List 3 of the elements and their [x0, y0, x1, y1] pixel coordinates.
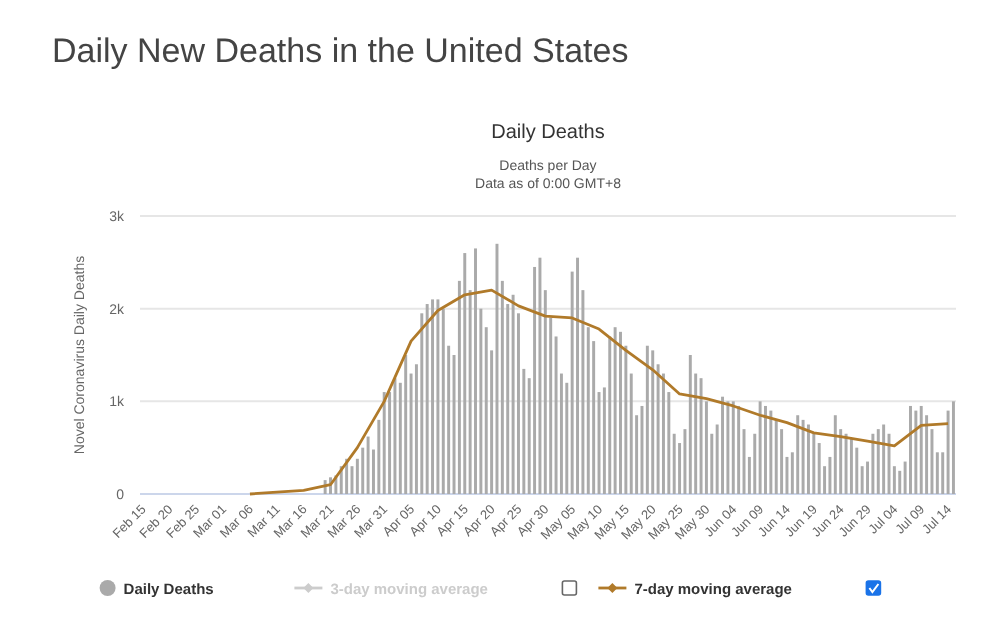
line-series	[248, 288, 950, 496]
chart-subtitle: Daily Deaths	[491, 122, 605, 144]
chart-title: Daily New Deaths in the United States	[52, 32, 629, 70]
